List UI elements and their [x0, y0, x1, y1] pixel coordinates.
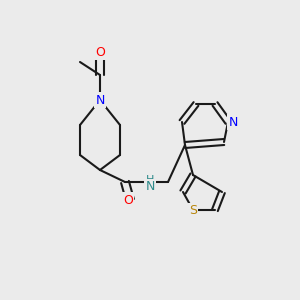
Text: N: N: [228, 116, 238, 128]
Text: O: O: [95, 46, 105, 59]
Text: O: O: [123, 194, 133, 206]
Text: S: S: [189, 205, 197, 218]
Text: N: N: [145, 181, 155, 194]
Text: N: N: [95, 94, 105, 106]
Text: H: H: [146, 175, 154, 185]
